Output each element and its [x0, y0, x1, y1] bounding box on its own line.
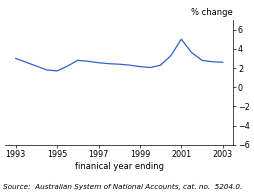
Text: Source:  Australian System of National Accounts, cat. no.  5204.0.: Source: Australian System of National Ac… [3, 184, 242, 190]
X-axis label: finanical year ending: finanical year ending [75, 161, 164, 170]
Text: % change: % change [191, 8, 233, 17]
